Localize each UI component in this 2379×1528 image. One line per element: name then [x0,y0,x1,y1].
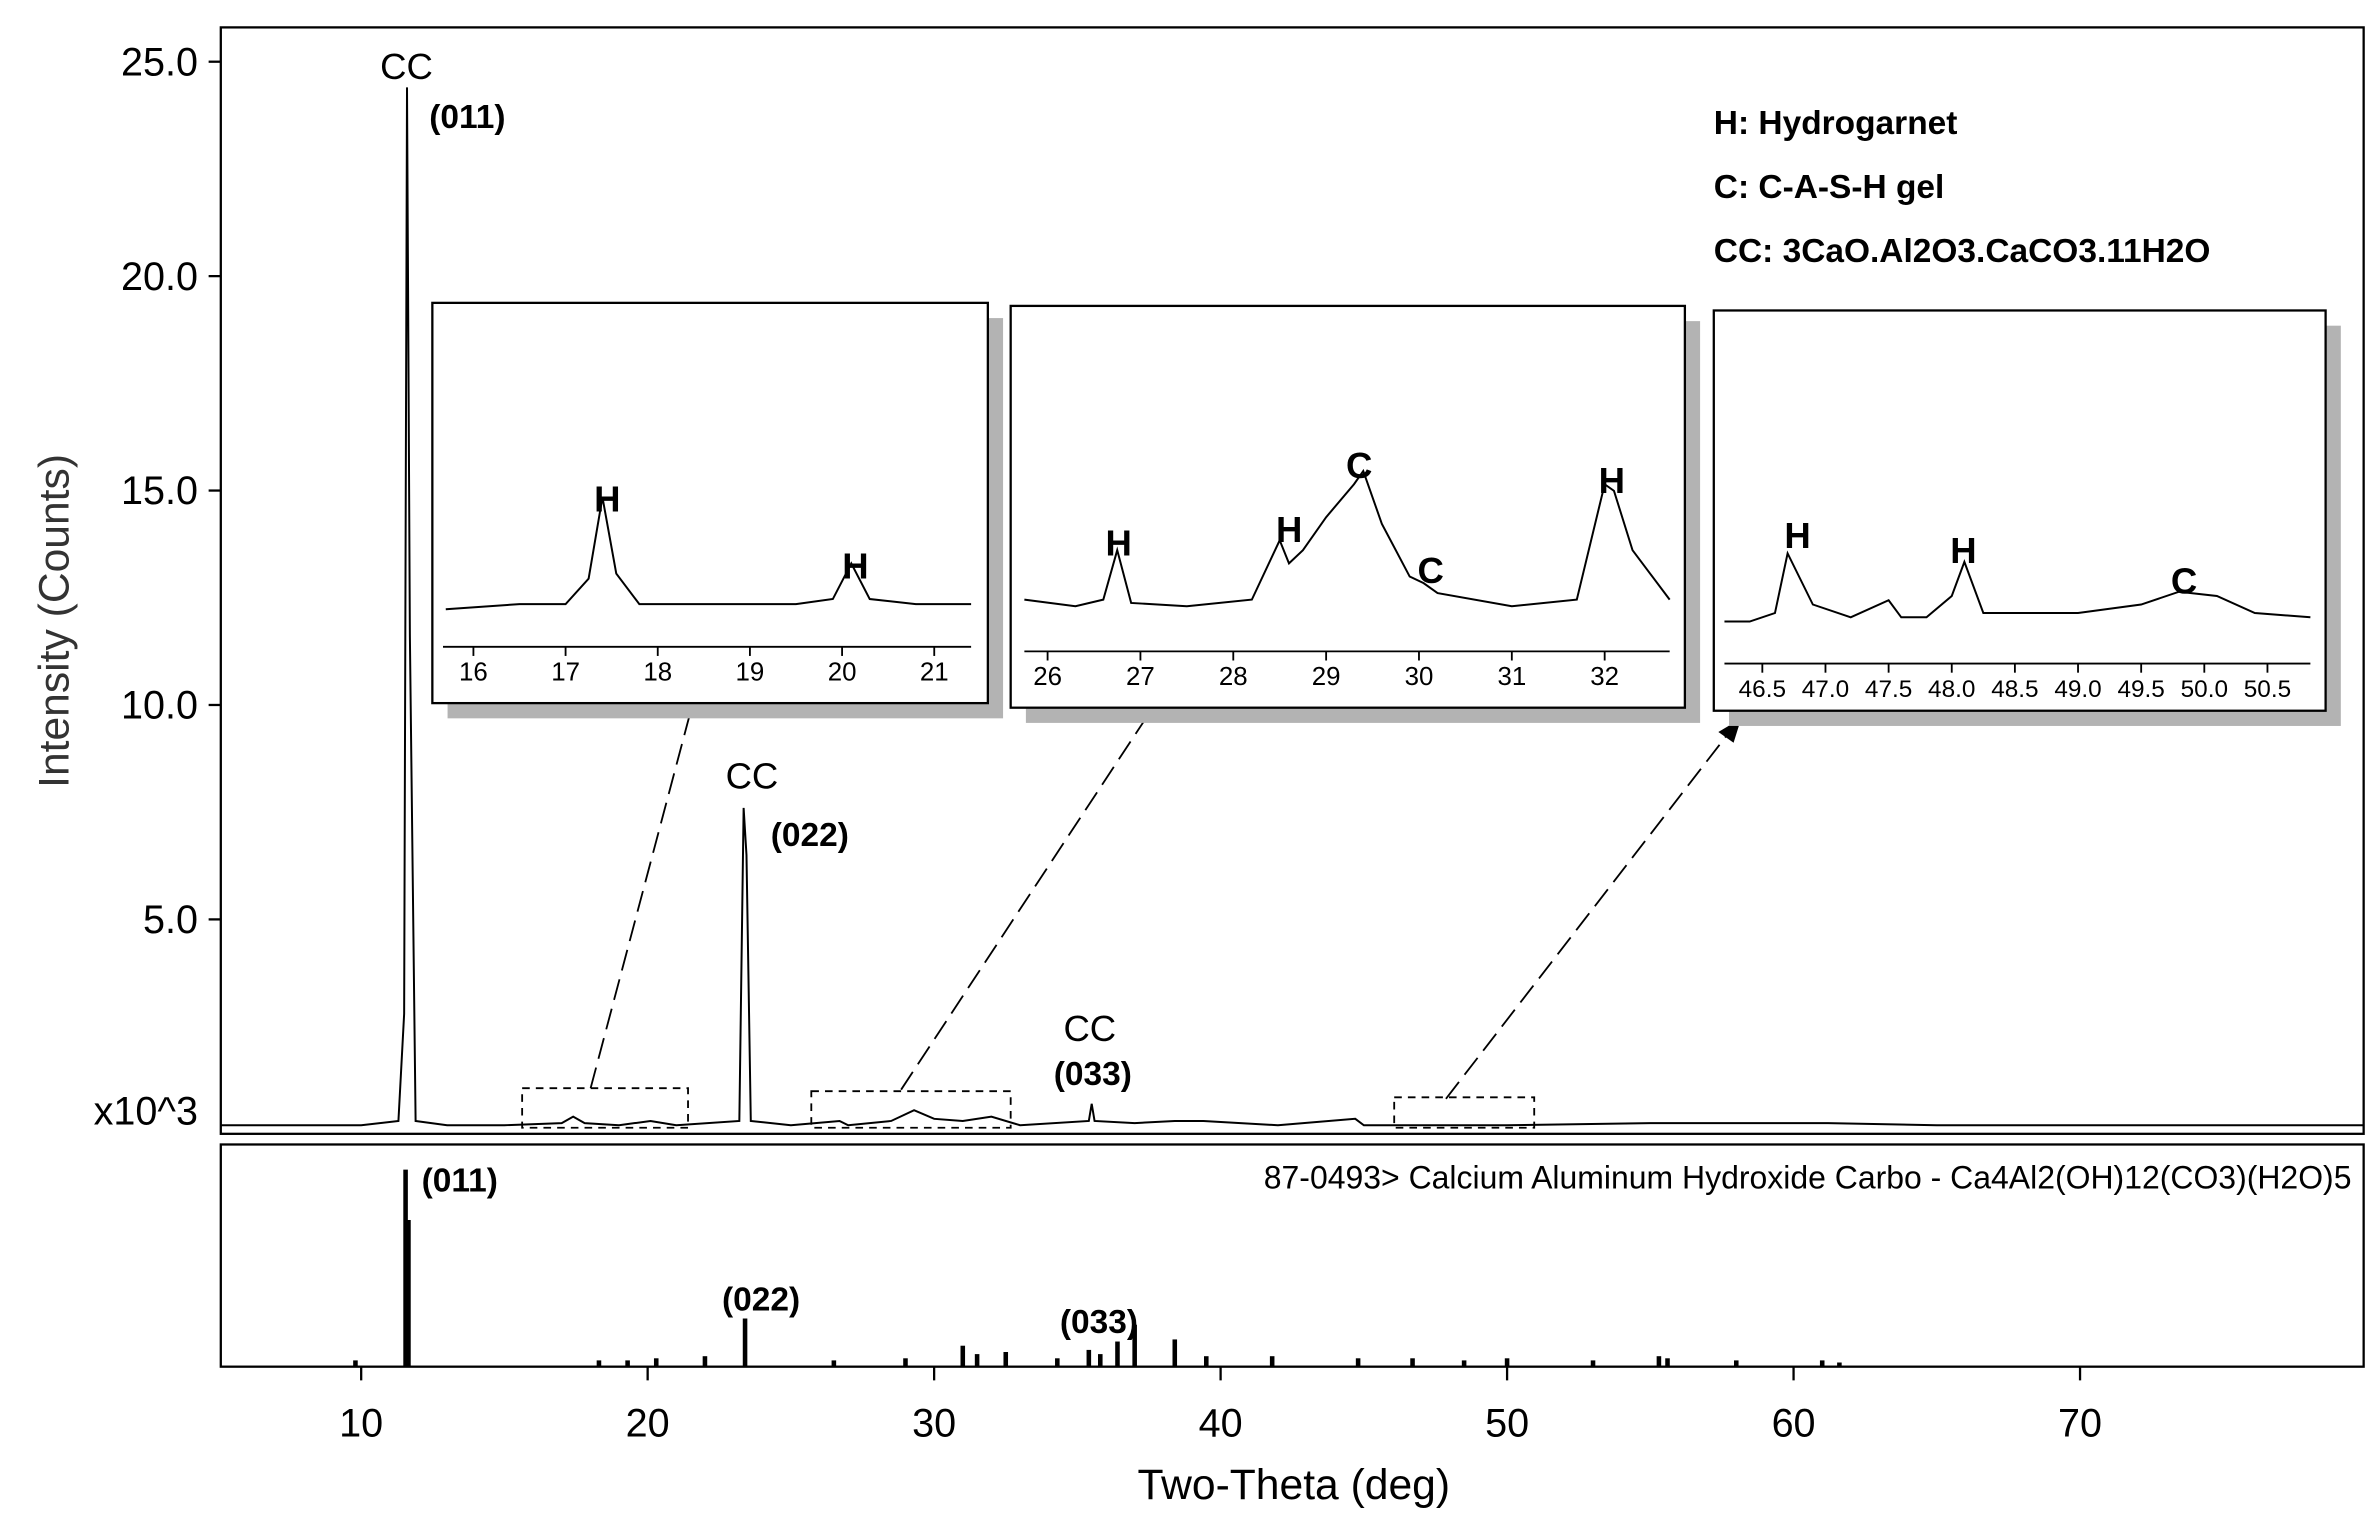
arrow [589,692,697,1089]
x-tick-label: 20 [626,1402,670,1446]
inset-x-tick-label: 50.0 [2181,676,2228,703]
x-tick-label: 50 [1485,1402,1529,1446]
y-tick-label: 15.0 [121,469,198,513]
inset-x-tick-label: 48.0 [1928,676,1975,703]
zoom-box [810,1090,1012,1129]
inset-line [445,497,972,611]
inset-annotation: H [1950,530,1976,571]
inset-x-tick-label: 16 [459,658,488,686]
y-tick-label: 10.0 [121,684,198,728]
reference-annotation: (033) [1060,1304,1138,1341]
inset-annotation: H [842,545,868,586]
inset-x-tick-label: 21 [920,658,949,686]
inset-box [431,301,989,705]
inset-box [1712,309,2327,712]
inset-box [1009,304,1687,709]
zoom-box [1393,1096,1536,1129]
inset-x-tick-label: 20 [828,658,857,686]
zoom-box [521,1087,689,1129]
x-tick-label: 30 [912,1402,956,1446]
x-tick-label: 60 [1772,1402,1816,1446]
reference-label: 87-0493> Calcium Aluminum Hydroxide Carb… [1264,1160,2352,1196]
reference-annotation: (011) [422,1163,498,1200]
zoom-arrows [589,691,1732,1100]
inset-x-tick-label: 18 [643,658,672,686]
inset-x-tick-label: 30 [1405,663,1434,691]
y-tick-label: 20.0 [121,255,198,299]
y-axis-label: Intensity (Counts) [31,454,79,788]
peak-annotation: (011) [429,99,505,136]
inset-annotation: H [1276,509,1302,550]
inset-x-tick-label: 49.0 [2054,676,2101,703]
peak-annotation: CC [726,755,779,796]
legend-entry: C: C-A-S-H gel [1714,169,1945,206]
reference-frame [219,1143,2365,1368]
peak-annotation: (022) [771,817,849,854]
x-axis-label: Two-Theta (deg) [1137,1461,1450,1509]
inset-x-tick-label: 29 [1312,663,1341,691]
inset-x-tick-label: 31 [1497,663,1526,691]
inset-annotation: C [2171,561,2197,602]
legend-entry: H: Hydrogarnet [1714,105,1958,142]
inset-x-tick-label: 47.5 [1865,676,1912,703]
inset-x-tick-label: 27 [1126,663,1155,691]
inset-annotation: H [594,478,620,519]
inset-x-tick-label: 49.5 [2117,676,2164,703]
inset-x-tick-label: 50.5 [2244,676,2291,703]
peak-annotation: CC [1063,1008,1116,1049]
inset-x-tick-label: 48.5 [1991,676,2038,703]
peak-annotation: (033) [1054,1056,1132,1093]
spectrum-line [220,87,2364,1127]
x-tick-label: 40 [1199,1402,1243,1446]
insets: 16 17 18 19 20 21 H H 26 27 28 29 30 31 32 H H C C H 46.5 47.… [431,301,2341,726]
zoom-boxes [521,1087,1536,1129]
inset-x-tick-label: 47.0 [1802,676,1849,703]
inset-x-tick-label: 46.5 [1739,676,1786,703]
inset-line [1724,550,2311,623]
legend-entry: CC: 3CaO.Al2O3.CaCO3.11H2O [1714,233,2211,270]
inset-x-tick-label: 28 [1219,663,1248,691]
x-tick-label: 10 [339,1402,383,1446]
inset-annotation: C [1346,445,1372,486]
inset-annotation: H [1599,460,1625,501]
inset-x-tick-label: 32 [1590,663,1619,691]
inset-x-tick-label: 26 [1033,663,1062,691]
inset-annotation: H [1784,515,1810,556]
y-tick-label: 25.0 [121,40,198,84]
arrow [1445,729,1732,1100]
main-frame [219,26,2365,1135]
inset-annotation: H [1106,522,1132,563]
inset-line [1024,468,1671,608]
y-tick-label: 5.0 [143,898,198,942]
x-tick-label: 70 [2058,1402,2102,1446]
inset-x-tick-label: 19 [736,658,765,686]
inset-annotation: C [1418,550,1444,591]
y-unit-label: x10^3 [94,1090,198,1134]
inset-x-tick-label: 17 [551,658,580,686]
peak-annotation: CC [380,46,433,87]
reference-annotation: (022) [722,1281,800,1318]
arrow [900,691,1164,1091]
